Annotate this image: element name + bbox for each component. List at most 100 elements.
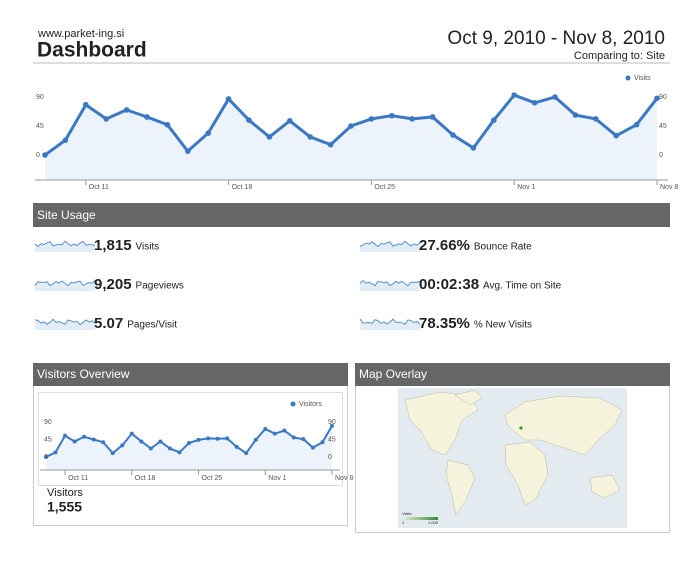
metric-label: Avg. Time on Site — [483, 281, 562, 292]
y-tick-label: 90 — [36, 94, 44, 101]
visitors-label: Visitors — [47, 487, 83, 499]
point[interactable] — [654, 95, 660, 102]
point[interactable] — [491, 117, 497, 123]
point[interactable] — [307, 134, 314, 140]
point[interactable] — [263, 427, 268, 431]
comparison[interactable]: Comparing to: Site — [574, 50, 665, 62]
y-tick-label-right: 0 — [328, 454, 332, 461]
point[interactable] — [287, 118, 293, 124]
point[interactable] — [206, 436, 211, 441]
metric-label: % New Visits — [474, 320, 532, 331]
south-america — [445, 459, 476, 516]
page-title: Dashboard — [37, 39, 147, 62]
point[interactable] — [531, 100, 538, 106]
point[interactable] — [177, 450, 182, 455]
metric-value[interactable]: 1,815 — [94, 237, 132, 254]
point[interactable] — [103, 116, 109, 122]
point[interactable] — [63, 433, 68, 438]
point[interactable] — [144, 114, 150, 120]
point[interactable] — [215, 436, 220, 441]
point[interactable] — [310, 445, 315, 450]
point[interactable] — [120, 443, 125, 448]
point[interactable] — [450, 132, 456, 138]
point[interactable] — [72, 439, 77, 444]
point[interactable] — [148, 446, 153, 451]
point[interactable] — [246, 117, 252, 123]
sparkline-area — [360, 241, 420, 252]
visit-location[interactable] — [519, 426, 523, 430]
map-title[interactable]: Map Overlay — [359, 367, 427, 381]
point[interactable] — [572, 112, 579, 118]
world-map[interactable] — [398, 388, 627, 528]
sparkline — [34, 280, 96, 287]
point[interactable] — [552, 94, 558, 100]
point[interactable] — [320, 440, 325, 445]
point[interactable] — [110, 451, 115, 456]
x-tick-label: Oct 25 — [374, 184, 395, 191]
y-tick-label: 45 — [36, 123, 44, 130]
point[interactable] — [301, 437, 306, 442]
metric-value[interactable]: 9,205 — [94, 276, 132, 293]
point[interactable] — [429, 114, 436, 120]
point[interactable] — [53, 450, 58, 455]
legend-swatch — [290, 401, 296, 407]
point[interactable] — [272, 431, 277, 436]
x-tick-label: Oct 18 — [232, 184, 253, 191]
point[interactable] — [83, 101, 89, 108]
point[interactable] — [234, 444, 239, 449]
point[interactable] — [244, 451, 249, 456]
point[interactable] — [225, 96, 232, 102]
point[interactable] — [187, 441, 191, 445]
legend-label: Visitors — [299, 401, 322, 408]
x-tick-label: Nov 8 — [660, 184, 678, 191]
y-tick-label-right: 0 — [659, 152, 663, 159]
point[interactable] — [82, 434, 87, 439]
map-legend-scale — [402, 517, 438, 520]
point[interactable] — [389, 112, 395, 119]
map-legend-max: 1,000 — [428, 520, 439, 525]
point[interactable] — [253, 437, 258, 442]
point[interactable] — [44, 455, 48, 459]
metric-value[interactable]: 27.66% — [419, 237, 470, 254]
point[interactable] — [291, 435, 296, 440]
point[interactable] — [123, 107, 130, 113]
point[interactable] — [282, 428, 287, 433]
point[interactable] — [164, 121, 171, 128]
point[interactable] — [327, 141, 334, 148]
metric-value[interactable]: 5.07 — [94, 315, 123, 332]
date-range[interactable]: Oct 9, 2010 - Nov 8, 2010 — [447, 28, 665, 49]
visitors-title[interactable]: Visitors Overview — [37, 367, 130, 381]
point[interactable] — [101, 440, 106, 445]
point[interactable] — [330, 423, 334, 428]
y-tick-label-right: 90 — [659, 94, 667, 101]
metric-label: Pageviews — [136, 281, 184, 292]
point[interactable] — [348, 123, 354, 129]
point[interactable] — [409, 116, 416, 122]
metric-value[interactable]: 78.35% — [419, 315, 470, 332]
point[interactable] — [167, 446, 172, 451]
point[interactable] — [158, 439, 163, 444]
point[interactable] — [129, 431, 134, 436]
point[interactable] — [266, 134, 273, 140]
area — [45, 95, 657, 180]
map-legend-min: 1 — [402, 520, 405, 525]
point[interactable] — [196, 437, 201, 442]
point[interactable] — [633, 121, 640, 128]
point[interactable] — [470, 145, 477, 151]
point[interactable] — [368, 116, 375, 122]
point[interactable] — [225, 436, 230, 441]
point[interactable] — [593, 116, 599, 122]
point[interactable] — [511, 92, 517, 98]
point[interactable] — [91, 437, 96, 442]
point[interactable] — [613, 132, 619, 139]
point[interactable] — [42, 152, 48, 158]
metric-value[interactable]: 00:02:38 — [419, 276, 479, 293]
y-tick-label: 0 — [44, 454, 48, 461]
point[interactable] — [139, 439, 144, 444]
eurasia — [504, 395, 623, 456]
y-tick-label: 0 — [36, 152, 40, 159]
point[interactable] — [205, 130, 211, 136]
point[interactable] — [185, 148, 191, 154]
point[interactable] — [62, 137, 69, 143]
